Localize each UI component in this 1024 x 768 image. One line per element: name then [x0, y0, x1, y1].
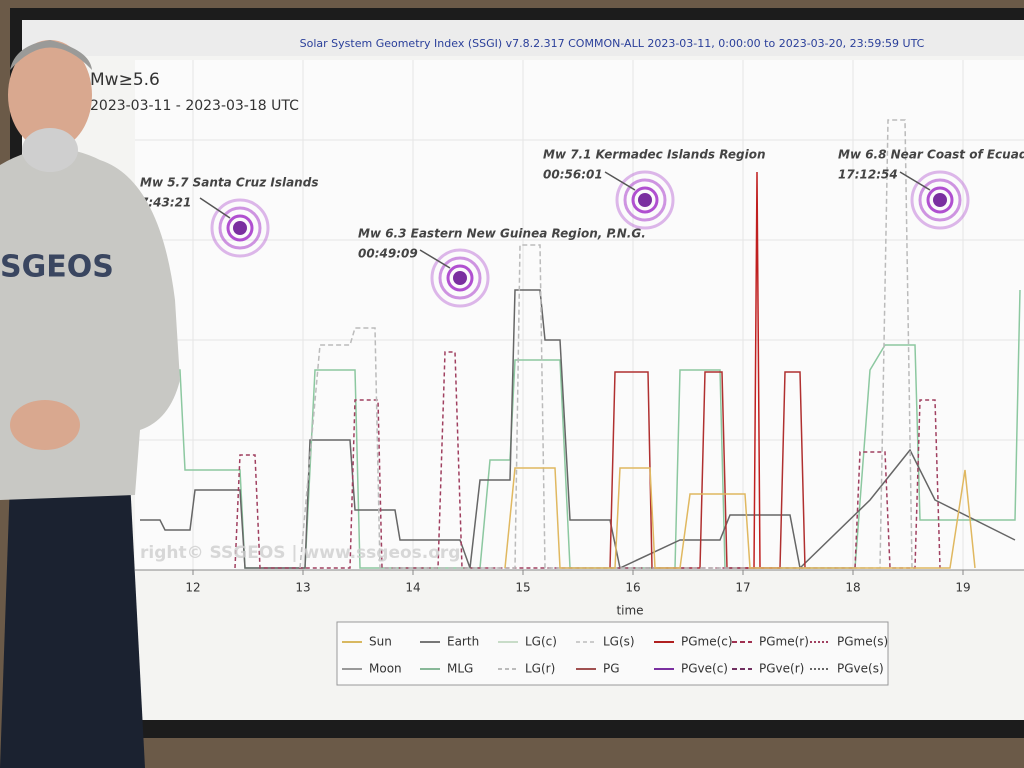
window-title: Solar System Geometry Index (SSGI) v7.8.… [300, 37, 925, 50]
annotation-name: Mw 7.1 Kermadec Islands Region [543, 148, 766, 162]
quake-icon [604, 170, 675, 230]
legend-label: PGme(s) [837, 635, 888, 649]
x-tick-label: 13 [295, 581, 310, 595]
hair [10, 40, 92, 70]
hands [10, 400, 80, 450]
x-tick-label: 19 [955, 581, 970, 595]
trace [609, 371, 806, 569]
trace [234, 351, 941, 569]
x-tick-label: 18 [845, 581, 860, 595]
legend-label: PG [603, 662, 620, 676]
quake-icon [199, 197, 270, 258]
legend-label: PGve(r) [759, 662, 804, 676]
legend [336, 621, 889, 686]
x-tick-label: 15 [515, 581, 530, 595]
legend-label: PGme(c) [681, 635, 733, 649]
plot-area [135, 60, 1024, 570]
hoodie-logo: SGEOS [0, 250, 114, 285]
quake-markers [199, 170, 970, 308]
annotation-time: 17:12:54 [838, 168, 898, 182]
title-bar [22, 20, 1024, 56]
annotation-name: Mw 6.3 Eastern New Guinea Region, P.N.G. [358, 227, 646, 241]
legend-label: PGve(c) [681, 662, 728, 676]
trace [140, 289, 1016, 570]
annotation-time: 00:49:09 [358, 247, 418, 261]
legend-label: Sun [369, 635, 392, 649]
legend-label: Moon [369, 662, 402, 676]
grid [135, 60, 1024, 570]
watermark: right© SSGEOS | www.ssgeos.org [140, 543, 460, 563]
x-tick-label: 14 [405, 581, 420, 595]
x-axis-label: time [616, 604, 643, 618]
chart-texts: Mw≥5.6 2023-03-11 - 2023-03-18 UTC Mw 5.… [90, 70, 1024, 618]
x-tick-label: 12 [185, 581, 200, 595]
legend-label: Earth [447, 635, 479, 649]
presenter: SGEOS [0, 40, 180, 768]
x-ticks: 12 13 14 15 16 17 18 19 [185, 570, 971, 595]
legend-label: PGve(s) [837, 662, 884, 676]
legend-label: LG(c) [525, 635, 557, 649]
heading: Mw≥5.6 [90, 70, 160, 90]
traces [140, 119, 1021, 570]
jeans [0, 480, 145, 768]
legend-label: PGme(r) [759, 635, 809, 649]
legend-items: Sun Earth LG(c) LG(s) PGme(c) PGme(r) PGme(s) M… [342, 635, 888, 676]
annotation-name: Mw 5.7 Santa Cruz Islands [140, 176, 318, 190]
annotation-time: 00:56:01 [543, 168, 603, 182]
x-tick-label: 16 [625, 581, 640, 595]
legend-label: LG(s) [603, 635, 635, 649]
x-tick-label: 17 [735, 581, 750, 595]
trace [504, 467, 976, 569]
annotation-time: 7:43:21 [140, 196, 191, 210]
annotation-name: Mw 6.8 Near Coast of Ecuador [838, 148, 1024, 162]
quake-icon [899, 170, 970, 230]
quake-icon [419, 248, 490, 308]
beard [22, 128, 78, 172]
trace [299, 119, 913, 569]
legend-label: LG(r) [525, 662, 555, 676]
legend-label: MLG [447, 662, 473, 676]
date-range: 2023-03-11 - 2023-03-18 UTC [90, 98, 299, 114]
head [8, 40, 92, 150]
